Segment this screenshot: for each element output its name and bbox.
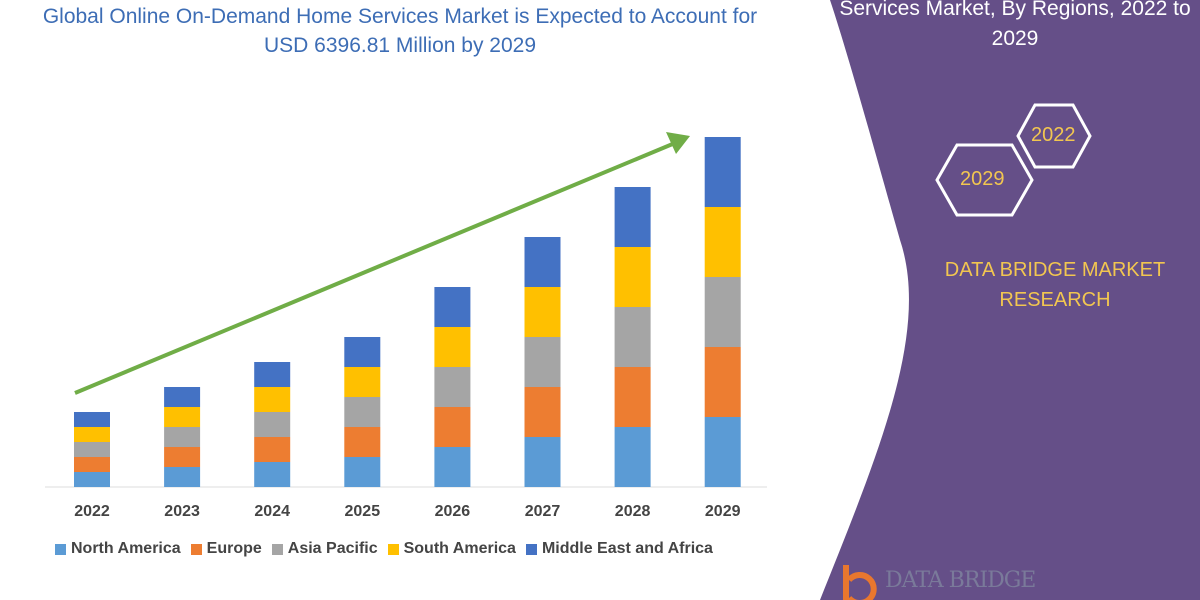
legend-item: North America (55, 540, 181, 558)
bar-2026-middle-east-and-africa (434, 287, 471, 327)
bar-2026-north-america (434, 447, 471, 487)
bar-2028-middle-east-and-africa (614, 187, 651, 247)
legend-swatch (525, 543, 537, 555)
bar-2029-europe (704, 347, 741, 417)
legend: North America Europe Asia Pacific South Ame… (55, 540, 713, 558)
bar-2025-asia-pacific (344, 397, 381, 427)
x-tick-label: 2028 (614, 503, 651, 520)
legend-item: Asia Pacific (271, 540, 378, 558)
x-tick-label: 2029 (704, 503, 741, 520)
bar-2024-south-america (254, 387, 291, 412)
bar-2023-south-america (164, 407, 201, 427)
x-tick-label: 2026 (434, 503, 471, 520)
x-tick-label: 2024 (254, 503, 290, 520)
hexagon-label-2022: 2022 (1031, 124, 1076, 146)
legend-label: Middle East and Africa (541, 540, 713, 557)
bar-2022-north-america (74, 472, 110, 487)
bar-2023-europe (164, 447, 201, 467)
bar-2028-south-america (614, 247, 651, 307)
bar-2022-asia-pacific (74, 442, 110, 457)
bar-2028-europe (614, 367, 651, 427)
bar-2029-north-america (704, 417, 741, 487)
trend-arrow (74, 132, 690, 395)
bar-2023-north-america (164, 467, 201, 487)
bar-2028-asia-pacific (614, 307, 651, 367)
bar-2025-europe (344, 427, 381, 457)
legend-label: Asia Pacific (287, 540, 378, 557)
bar-2024-asia-pacific (254, 412, 291, 437)
bar-2022-europe (74, 457, 110, 472)
bar-2027-north-america (524, 437, 561, 487)
x-tick-label: 2025 (344, 503, 381, 520)
x-tick-label: 2023 (164, 503, 200, 520)
bar-2025-middle-east-and-africa (344, 337, 381, 367)
legend-swatch (387, 543, 399, 555)
bar-2022-middle-east-and-africa (74, 412, 110, 427)
bar-2025-south-america (344, 367, 381, 397)
hexagon-label-2029: 2029 (960, 168, 1005, 190)
legend-swatch (190, 543, 202, 555)
bar-2027-south-america (524, 287, 561, 337)
x-tick-label: 2027 (524, 503, 561, 520)
bar-2024-middle-east-and-africa (254, 362, 291, 387)
bar-2023-middle-east-and-africa (164, 387, 201, 407)
brand-text: DATA BRIDGE MARKET RESEARCH (944, 259, 1166, 311)
purple-panel (820, 0, 1200, 600)
panel-title: Services Market, By Regions, 2022 to 202… (839, 0, 1191, 50)
bar-2024-north-america (254, 462, 291, 487)
bar-2023-asia-pacific (164, 427, 201, 447)
bar-2026-europe (434, 407, 471, 447)
logo-text: DATA BRIDGE (885, 568, 1036, 593)
bar-2026-asia-pacific (434, 367, 471, 407)
bar-2027-europe (524, 387, 561, 437)
bar-2029-middle-east-and-africa (704, 137, 741, 207)
hexagon-2022-icon (1016, 103, 1092, 169)
bar-2026-south-america (434, 327, 471, 367)
legend-item: South America (387, 540, 516, 558)
legend-swatch (271, 543, 283, 555)
chart-title: Global Online On-Demand Home Services Ma… (42, 5, 758, 57)
bar-2027-middle-east-and-africa (524, 237, 561, 287)
legend-item: Europe (190, 540, 262, 558)
bar-2029-south-america (704, 207, 741, 277)
bar-2029-asia-pacific (704, 277, 741, 347)
legend-label: North America (71, 540, 181, 557)
bar-2024-europe (254, 437, 291, 462)
bar-2025-north-america (344, 457, 381, 487)
bar-2027-asia-pacific (524, 337, 561, 387)
legend-label: Europe (206, 540, 262, 557)
logo-icon (843, 565, 877, 600)
x-tick-label: 2022 (74, 503, 110, 520)
bar-2022-south-america (74, 427, 110, 442)
legend-label: South America (403, 540, 516, 557)
legend-item: Middle East and Africa (525, 540, 713, 558)
hexagon-2029-icon (935, 143, 1034, 217)
legend-swatch (55, 543, 66, 555)
bar-2028-north-america (614, 427, 651, 487)
